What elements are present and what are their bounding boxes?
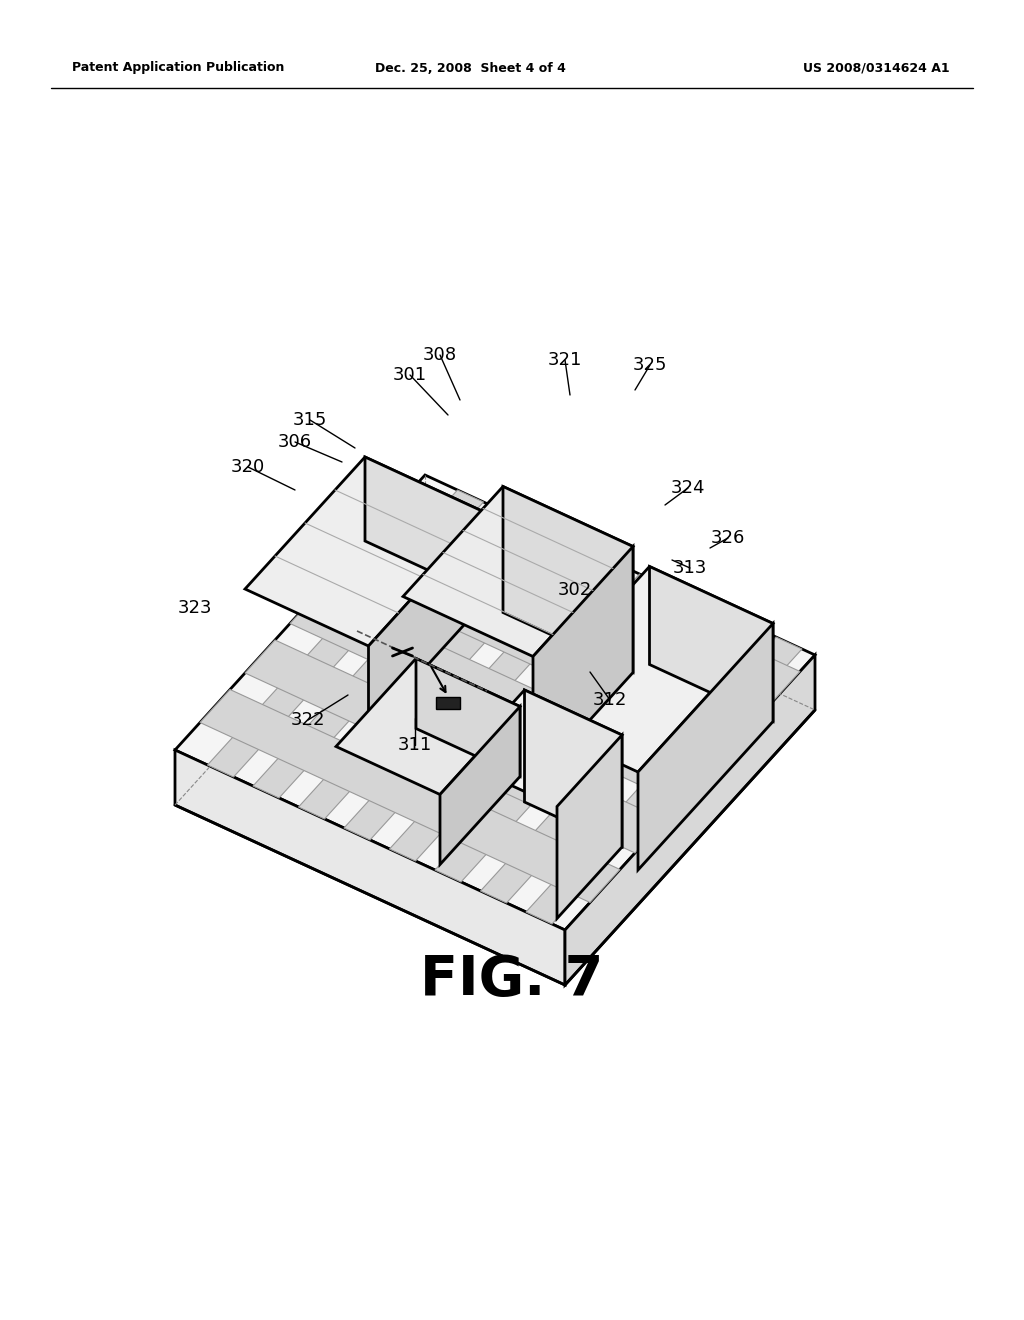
- Polygon shape: [526, 638, 802, 924]
- Polygon shape: [336, 659, 520, 795]
- Polygon shape: [565, 655, 815, 985]
- Polygon shape: [175, 475, 815, 931]
- Polygon shape: [344, 553, 620, 840]
- Text: 312: 312: [593, 690, 627, 709]
- Polygon shape: [534, 546, 633, 783]
- Text: Dec. 25, 2008  Sheet 4 of 4: Dec. 25, 2008 Sheet 4 of 4: [375, 62, 565, 74]
- Text: 301: 301: [393, 366, 427, 384]
- Polygon shape: [638, 623, 773, 870]
- Polygon shape: [290, 590, 710, 804]
- Polygon shape: [524, 690, 622, 847]
- Text: Patent Application Publication: Patent Application Publication: [72, 62, 285, 74]
- Polygon shape: [436, 697, 460, 709]
- Text: 326: 326: [711, 529, 745, 546]
- Text: 315: 315: [293, 411, 328, 429]
- Polygon shape: [503, 487, 633, 672]
- Polygon shape: [175, 750, 565, 985]
- Text: 313: 313: [673, 558, 708, 577]
- Polygon shape: [403, 487, 633, 656]
- Polygon shape: [208, 490, 483, 777]
- Polygon shape: [200, 689, 620, 903]
- Text: 308: 308: [423, 346, 457, 364]
- Text: 322: 322: [291, 711, 326, 729]
- Polygon shape: [389, 574, 666, 861]
- Text: 306: 306: [278, 433, 312, 451]
- Polygon shape: [460, 690, 622, 807]
- Text: FIG. 7: FIG. 7: [421, 953, 603, 1007]
- Polygon shape: [649, 566, 773, 722]
- Text: US 2008/0314624 A1: US 2008/0314624 A1: [804, 62, 950, 74]
- Text: 323: 323: [178, 599, 212, 616]
- Polygon shape: [557, 735, 622, 919]
- Polygon shape: [299, 532, 574, 818]
- Text: 321: 321: [548, 351, 583, 370]
- Text: 302: 302: [558, 581, 592, 599]
- Polygon shape: [245, 457, 488, 645]
- Text: 324: 324: [671, 479, 706, 498]
- Polygon shape: [416, 659, 520, 776]
- Polygon shape: [245, 640, 665, 853]
- Polygon shape: [369, 513, 488, 730]
- Polygon shape: [335, 541, 755, 754]
- Text: 325: 325: [633, 356, 668, 374]
- Polygon shape: [435, 595, 711, 882]
- Polygon shape: [365, 457, 488, 598]
- Polygon shape: [480, 616, 757, 903]
- Polygon shape: [514, 566, 773, 772]
- Polygon shape: [440, 706, 520, 865]
- Polygon shape: [253, 511, 529, 799]
- Text: 311: 311: [398, 737, 432, 754]
- Polygon shape: [380, 491, 800, 705]
- Text: 320: 320: [230, 458, 265, 477]
